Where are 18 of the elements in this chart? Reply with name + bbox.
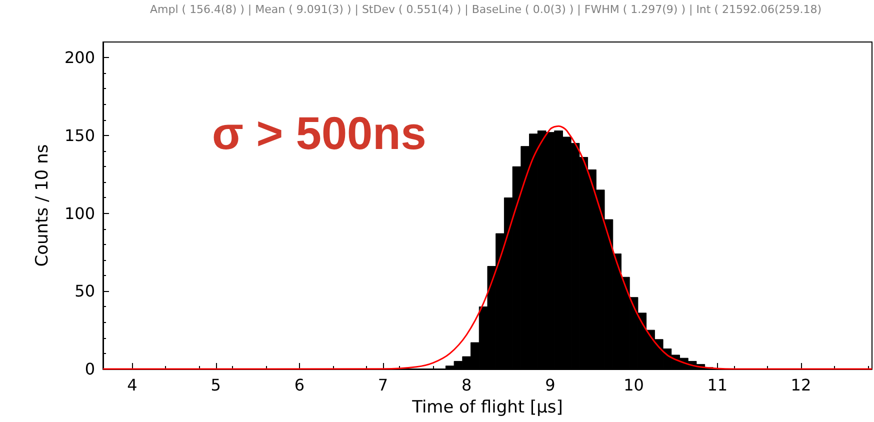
y-tick-label: 100	[64, 204, 95, 223]
x-tick-label: 4	[127, 376, 138, 394]
x-tick-label: 9	[545, 376, 556, 394]
x-tick-label: 7	[378, 376, 388, 394]
x-tick-label: 10	[624, 376, 644, 394]
y-tick-label: 0	[84, 360, 95, 378]
x-tick-label: 8	[462, 376, 472, 394]
y-axis-title: Counts / 10 ns	[32, 144, 52, 267]
x-tick-label: 11	[707, 376, 728, 394]
x-axis-title: Time of flight [µs]	[411, 398, 563, 418]
x-tick-label: 12	[790, 376, 812, 394]
y-tick-label: 200	[64, 48, 95, 68]
x-tick-label: 6	[294, 376, 305, 394]
y-tick-label: 150	[64, 126, 95, 145]
x-tick-label: 5	[210, 376, 221, 394]
annotation: σ > 500ns	[212, 107, 426, 159]
text: Ampl ( 156.4(8) ) | Mean ( 9.091(3) ) | StDev ( 0.551(4) ) | BaseLine ( 0.0(3) ) | FWHM ( 1.297(9) ) | Int ( 21592.06(259.18)	[150, 3, 822, 16]
y-tick-label: 50	[74, 282, 95, 301]
